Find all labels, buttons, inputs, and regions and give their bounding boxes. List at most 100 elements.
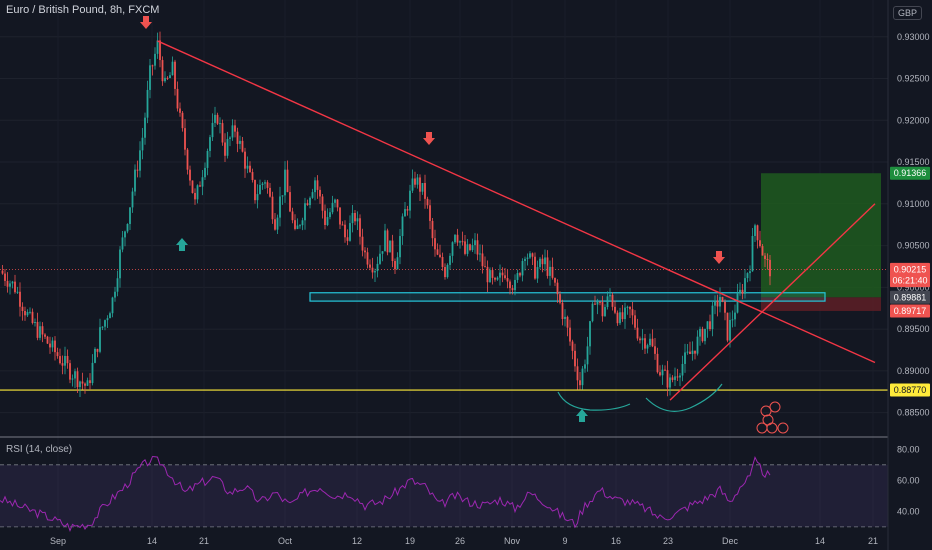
currency-badge[interactable]: GBP [892,6,922,20]
candle-body [684,352,686,364]
x-tick-label: 23 [663,536,673,546]
candle-body [294,220,296,229]
candle-body [524,258,526,262]
x-tick-label: Dec [722,536,739,546]
candle-body [119,249,121,279]
candle-body [619,312,621,324]
up-arrow-icon [576,409,588,422]
candle-body [261,183,264,185]
candle-body [319,189,321,197]
candle-body [501,272,504,276]
candle-body [164,77,166,82]
candle-body [716,300,719,307]
candle-body [699,328,701,337]
candle-body [334,199,336,203]
candle-body [606,296,609,308]
chart-title[interactable]: Euro / British Pound, 8h, FXCM [6,4,160,16]
price-label: 0.90215 [894,264,927,274]
candle-body [691,350,694,354]
candle-body [439,254,441,257]
candle-body [559,294,561,303]
x-tick-label: 19 [405,536,415,546]
candle-body [89,380,91,384]
candle-body [629,306,631,310]
rsi-tick-label: 80.00 [897,444,920,454]
candle-body [631,309,634,316]
candle-body [106,318,109,321]
y-tick-label: 0.91500 [897,157,930,167]
candle-body [749,271,751,274]
candle-body [666,370,669,388]
candle-body [254,179,256,201]
candles [1,31,771,397]
candle-body [274,219,276,230]
candle-body [244,151,246,169]
rsi-band [0,464,888,527]
price-label-bg [890,304,930,318]
descending-trendline [157,40,876,364]
candle-body [609,294,611,297]
candle-body [279,196,281,218]
down-arrow-icon [713,251,725,264]
candle-body [651,338,654,347]
down-arrow-icon [423,132,435,145]
rsi-legend[interactable]: RSI (14, close) [6,444,73,455]
candle-body [56,352,59,357]
candle-body [421,183,424,192]
candle-body [251,172,254,180]
candle-body [214,114,216,123]
candle-body [736,293,739,313]
candle-body [756,225,759,241]
price-label-bg [890,383,930,397]
candle-body [434,238,436,250]
candle-body [206,150,209,168]
rsi-tick-label: 40.00 [897,506,920,516]
candle-body [96,348,99,352]
candle-body [336,199,339,208]
candle-body [171,61,174,76]
candle-body [4,273,6,281]
rsi-tick-label: 60.00 [897,475,920,485]
candle-body [664,369,666,371]
time-axis[interactable]: Sep 14 21 Oct 12 19 26 Nov 9 16 23 Dec 14 21 [50,536,878,546]
candle-body [124,231,126,238]
candle-body [459,241,461,243]
candle-body [569,327,571,342]
candle-body [616,312,619,324]
candle-body [321,196,324,211]
candle-body [306,203,309,206]
candle-body [719,297,721,307]
candle-body [461,241,464,243]
candle-body [204,167,206,178]
candle-body [364,250,366,253]
candle-body [81,381,84,384]
emblem-circle [760,405,772,417]
candle-body [409,190,411,211]
candle-body [191,180,194,193]
candle-body [506,278,509,282]
candle-body [291,211,294,221]
candle-body [424,183,426,199]
candle-body [401,216,404,237]
candle-body [199,185,201,187]
candle-body [731,319,734,321]
candle-body [579,380,581,386]
price-axis[interactable]: 0.93000 0.92500 0.92000 0.91500 0.91000 0.905… [897,32,930,418]
y-tick-label: 0.93000 [897,32,930,42]
candle-body [531,253,534,257]
candle-body [59,356,61,364]
candle-body [551,266,554,278]
candle-body [466,244,469,254]
candle-body [256,194,259,201]
candle-body [39,326,41,338]
y-tick-label: 0.92000 [897,115,930,125]
candle-body [381,251,384,254]
candle-body [189,169,191,181]
candle-body [441,256,444,268]
candle-body [376,263,379,272]
price-label-bg [890,274,930,288]
candle-body [41,326,44,335]
candle-body [599,301,601,303]
candle-body [741,289,744,294]
